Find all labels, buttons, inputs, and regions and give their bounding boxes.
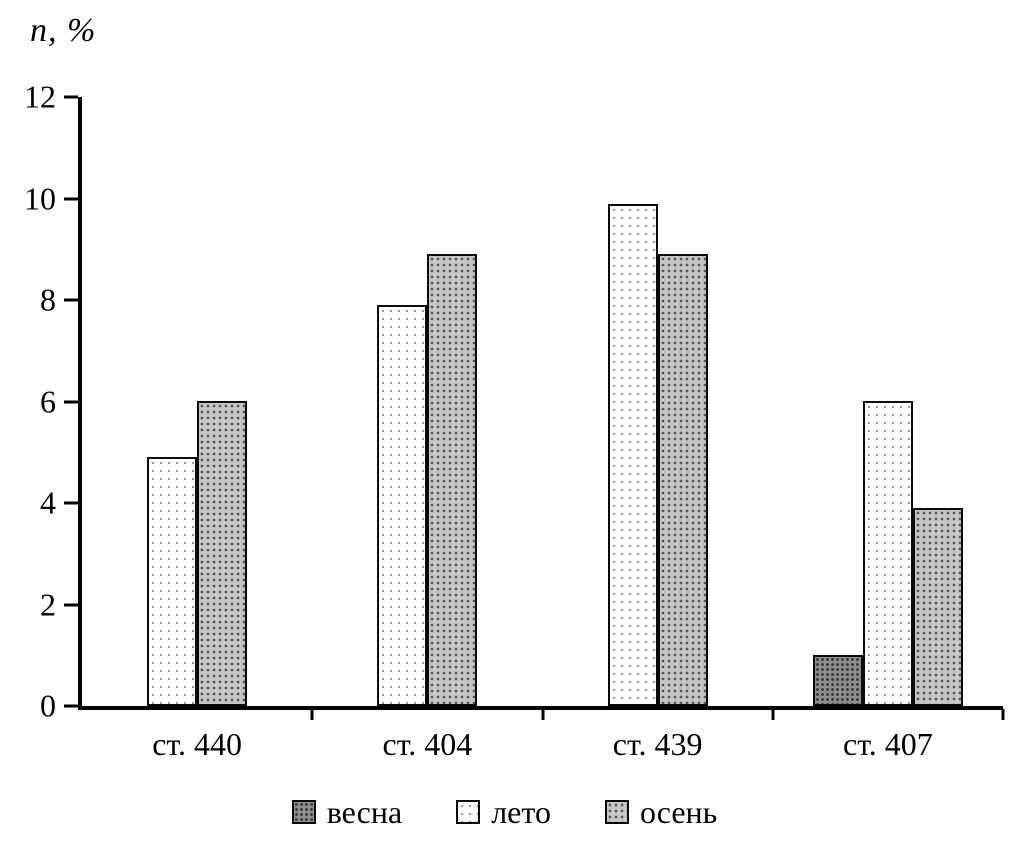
- bar-osen: [427, 254, 478, 706]
- bar-osen: [197, 401, 248, 706]
- bar-osen: [912, 508, 963, 706]
- x-axis-category-label: ст. 440: [152, 726, 243, 762]
- y-axis-title: n, %: [30, 12, 97, 49]
- x-axis-tick: [1001, 709, 1005, 720]
- y-axis-tick-label: 6: [40, 382, 56, 419]
- y-axis-tick: [64, 603, 78, 606]
- legend-swatch-osen: [604, 800, 629, 824]
- y-axis-tick-label: 4: [40, 484, 56, 521]
- bar-vesna: [812, 655, 863, 706]
- legend: весна лето осень: [0, 796, 1009, 828]
- bar-leto: [607, 204, 658, 706]
- x-axis-tick: [310, 709, 314, 720]
- y-axis-tick: [64, 400, 78, 403]
- y-axis-tick-label: 2: [40, 585, 56, 622]
- bar-leto: [862, 401, 913, 706]
- plot-area: 0 2 4 6 8 10 12 ст. 440 ст. 404 ст. 439 ст. 407: [24, 80, 1005, 762]
- y-axis-tick: [64, 197, 78, 200]
- y-axis-tick: [64, 501, 78, 505]
- legend-label-vesna: весна: [326, 794, 403, 830]
- x-axis-tick: [541, 709, 544, 720]
- legend-label-leto: лето: [491, 794, 551, 830]
- bar-leto: [377, 305, 428, 706]
- legend-item-vesna: весна: [291, 794, 403, 830]
- y-axis-tick-label: 0: [40, 687, 56, 724]
- y-axis-tick-label: 10: [24, 179, 56, 216]
- y-axis-tick-label: 12: [24, 78, 56, 115]
- y-axis-tick-label: 8: [40, 281, 56, 318]
- x-axis-category-label: ст. 439: [612, 726, 703, 762]
- bar-osen: [657, 254, 708, 706]
- legend-label-osen: осень: [639, 794, 718, 830]
- legend-swatch-vesna: [291, 800, 316, 824]
- legend-swatch-leto: [456, 800, 481, 824]
- bar-group: [543, 97, 773, 706]
- bar-leto: [147, 457, 198, 706]
- x-axis-tick: [771, 709, 775, 720]
- y-axis-tick: [64, 704, 78, 708]
- bar-group: [82, 97, 312, 706]
- bar-group: [312, 97, 542, 706]
- x-axis-category-label: ст. 407: [842, 726, 933, 762]
- legend-item-osen: осень: [604, 794, 718, 830]
- bar-group: [773, 97, 1003, 706]
- x-axis-category-label: ст. 404: [382, 726, 473, 762]
- y-axis-tick: [64, 95, 78, 99]
- y-axis-tick: [64, 298, 78, 302]
- legend-item-leto: лето: [456, 796, 551, 828]
